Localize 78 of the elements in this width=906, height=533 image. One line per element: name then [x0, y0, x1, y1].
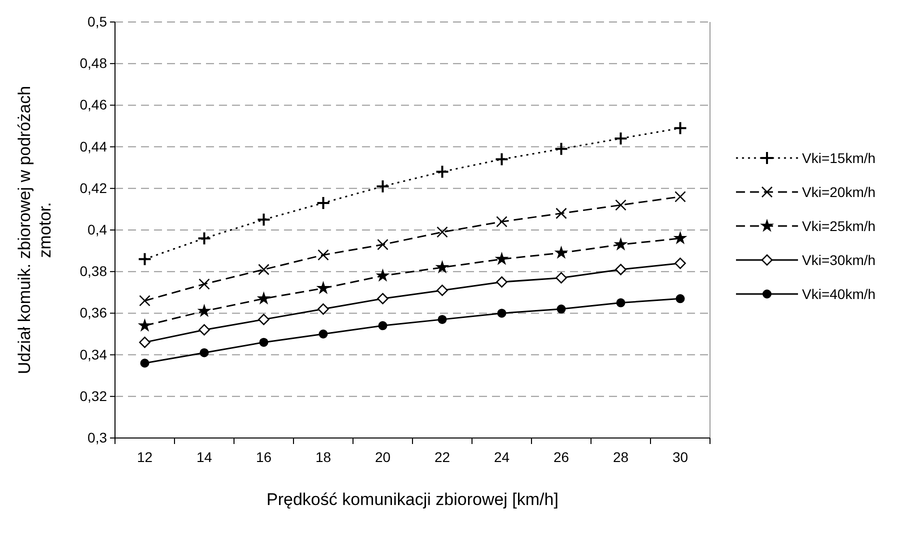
point [200, 348, 209, 358]
point [435, 164, 450, 179]
point [318, 303, 329, 315]
point [676, 294, 685, 304]
point [614, 237, 628, 250]
x-tick-label: 30 [672, 448, 688, 465]
point [318, 249, 329, 261]
x-tick-label: 16 [256, 448, 272, 465]
y-tick-label: 0,42 [80, 180, 108, 196]
x-tick-label: 22 [434, 448, 450, 465]
x-axis-title: Prędkość komunikacji zbiorowej [km/h] [266, 490, 558, 509]
point [435, 260, 450, 274]
y-tick-label: 0,5 [88, 13, 108, 30]
x-tick-label: 24 [494, 448, 510, 465]
point [673, 231, 688, 244]
point [554, 246, 568, 259]
point [614, 131, 628, 146]
point [377, 238, 388, 250]
y-tick-label: 0,36 [80, 304, 108, 321]
point [496, 276, 508, 288]
point [615, 199, 626, 211]
point [376, 179, 390, 194]
point [138, 318, 152, 332]
point [556, 272, 567, 284]
point [138, 252, 152, 266]
x-tick-label: 14 [196, 448, 212, 465]
point [438, 314, 447, 324]
legend-label: Vki=15km/h [802, 150, 876, 166]
point [376, 268, 390, 282]
point [316, 280, 330, 294]
point [139, 295, 150, 306]
point [197, 231, 212, 246]
x-tick-label: 20 [374, 448, 391, 465]
x-tick-label: 18 [315, 448, 332, 465]
point [674, 258, 686, 269]
point [197, 304, 212, 318]
point [496, 216, 508, 228]
point [258, 314, 270, 326]
point [554, 142, 568, 156]
point [318, 330, 328, 338]
point [139, 336, 150, 348]
legend-label: Vki=20km/h [802, 184, 876, 200]
point [316, 196, 330, 210]
y-tick-label: 0,34 [80, 346, 108, 362]
point [198, 278, 210, 290]
point [674, 191, 686, 202]
legend-label: Vki=40km/h [802, 286, 876, 302]
x-tick-label: 26 [553, 448, 570, 465]
y-tick-label: 0,46 [80, 96, 108, 113]
point [377, 292, 388, 304]
y-tick-label: 0,32 [80, 388, 108, 404]
point [673, 121, 688, 136]
y-tick-label: 0,48 [80, 55, 108, 72]
point [198, 324, 210, 336]
y-tick-label: 0,4 [88, 221, 108, 238]
point [256, 291, 271, 305]
y-axis-title: Udział komuik. zbiorowej w podróżach zmotor. [15, 86, 54, 374]
y-tick-label: 0,38 [80, 263, 108, 280]
x-tick-label: 28 [612, 448, 629, 465]
legend-label: Vki=30km/h [802, 252, 876, 268]
point [140, 358, 150, 368]
x-tick-label: 12 [136, 448, 153, 465]
point [556, 304, 566, 314]
legend-label: Vki=25km/h [802, 218, 876, 234]
y-tick-label: 0,3 [88, 429, 108, 446]
point [378, 321, 388, 330]
point [497, 308, 506, 318]
point [494, 252, 509, 266]
point [256, 212, 271, 227]
y-tick-label: 0,44 [80, 138, 108, 154]
point [615, 264, 626, 276]
point [556, 208, 567, 220]
point [436, 226, 448, 238]
point [436, 284, 448, 296]
point [616, 298, 626, 308]
point [258, 264, 270, 276]
point [259, 338, 268, 347]
point [494, 152, 509, 166]
